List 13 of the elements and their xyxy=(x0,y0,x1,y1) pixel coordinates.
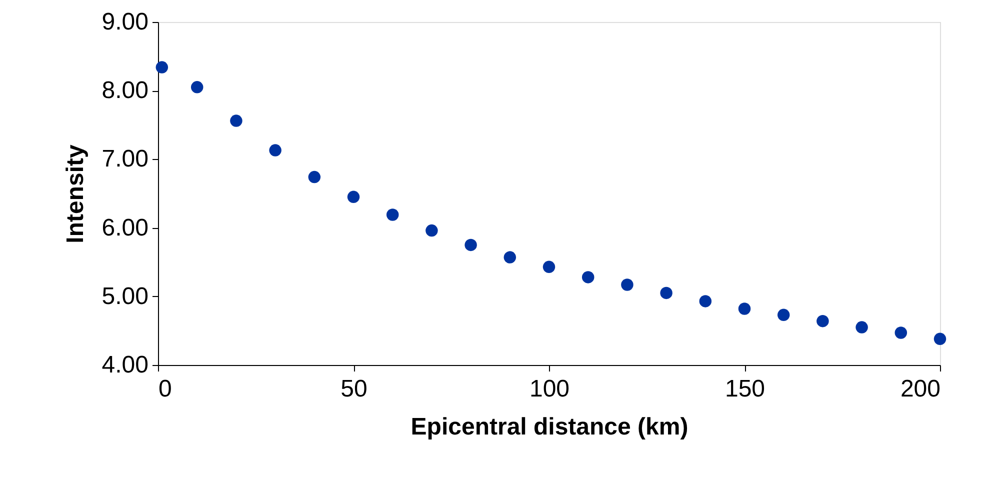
x-tick-label: 100 xyxy=(529,376,570,402)
x-axis-title: Epicentral distance (km) xyxy=(410,414,688,440)
y-tick-label: 4.00 xyxy=(102,352,148,378)
x-tick-label: 150 xyxy=(724,376,766,402)
y-tick-label: 7.00 xyxy=(102,146,148,173)
y-tick-label: 8.00 xyxy=(102,77,148,104)
y-axis-title: Intensity xyxy=(62,144,89,244)
x-tick-label: 200 xyxy=(900,376,940,402)
x-tick-label: 0 xyxy=(158,376,172,402)
y-tick-label: 6.00 xyxy=(102,214,148,242)
x-tick-label: 50 xyxy=(340,376,368,402)
y-tick-label: 5.00 xyxy=(102,282,148,310)
y-tick-label: 9.00 xyxy=(102,8,148,36)
